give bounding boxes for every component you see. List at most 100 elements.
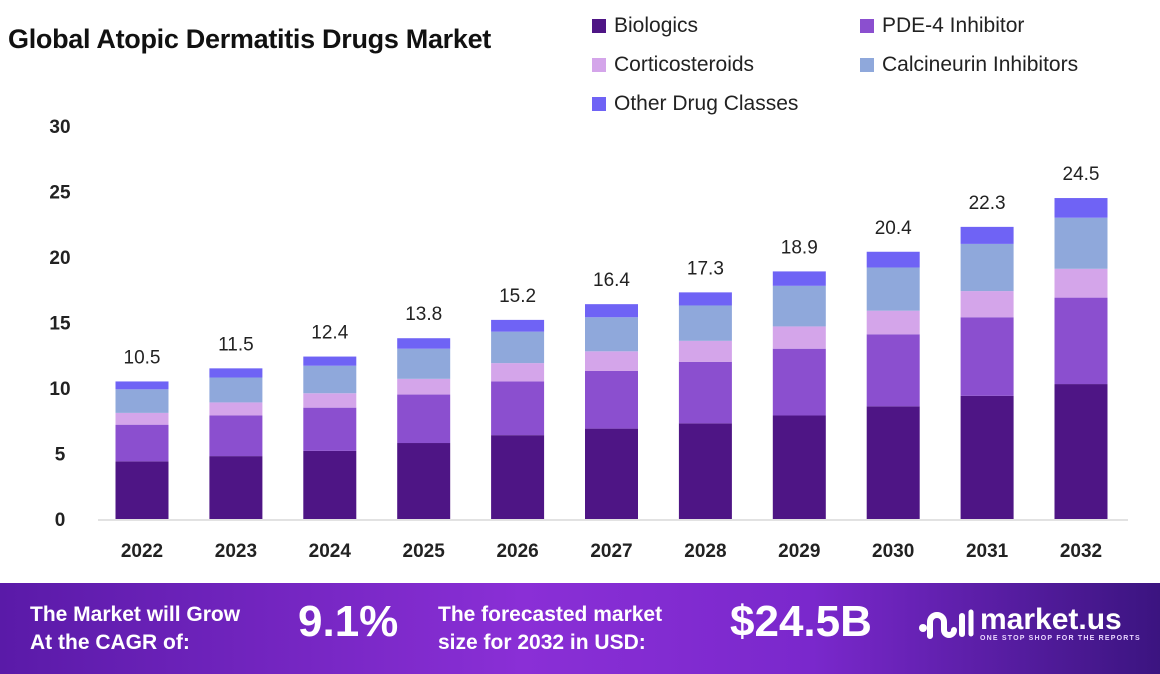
bar-segment-biologics	[866, 406, 920, 519]
bar-segment-corticosteroids	[678, 340, 732, 362]
data-label: 13.8	[405, 304, 442, 325]
data-label: 11.5	[218, 334, 254, 355]
bar-segment-pde-4-inhibitor	[1054, 297, 1108, 385]
bar-segment-calcineurin-inhibitors	[397, 348, 451, 379]
bar-segment-biologics	[303, 450, 357, 519]
forecast-label: The forecasted market size for 2032 in US…	[438, 601, 662, 657]
legend-swatch	[592, 58, 606, 72]
legend-swatch	[860, 19, 874, 33]
bar-segment-calcineurin-inhibitors	[772, 285, 826, 327]
bar-segment-other-drug-classes	[772, 271, 826, 286]
data-label: 10.5	[124, 347, 161, 368]
x-tick-label: 2027	[590, 541, 632, 562]
bar-segment-pde-4-inhibitor	[491, 381, 545, 436]
bar-segment-other-drug-classes	[866, 251, 920, 268]
data-label: 24.5	[1063, 164, 1100, 185]
x-tick-label: 2032	[1060, 541, 1102, 562]
data-label: 17.3	[687, 258, 724, 279]
forecast-label-line1: The forecasted market	[438, 603, 663, 626]
bar-segment-biologics	[209, 456, 263, 519]
bar-segment-corticosteroids	[772, 326, 826, 349]
bar-segment-calcineurin-inhibitors	[303, 365, 357, 394]
x-tick-label: 2028	[684, 541, 726, 562]
data-label: 12.4	[311, 323, 348, 344]
bar-segment-pde-4-inhibitor	[772, 348, 826, 416]
y-tick-label: 0	[55, 510, 66, 531]
bar-segment-pde-4-inhibitor	[678, 361, 732, 424]
bar-segment-biologics	[491, 435, 545, 519]
x-tick-label: 2023	[215, 541, 257, 562]
market-us-logo: market.us ONE STOP SHOP FOR THE REPORTS	[918, 605, 1141, 642]
legend-item-other: Other Drug Classes	[592, 92, 798, 116]
bar-segment-pde-4-inhibitor	[960, 317, 1014, 396]
bar-segment-other-drug-classes	[209, 368, 263, 378]
data-label: 15.2	[499, 286, 536, 307]
bar-segment-calcineurin-inhibitors	[491, 331, 545, 364]
y-tick-label: 15	[49, 314, 71, 335]
bar-segment-biologics	[772, 415, 826, 519]
bar-segment-biologics	[585, 428, 638, 519]
bar-segment-calcineurin-inhibitors	[585, 317, 638, 352]
bar-segment-other-drug-classes	[960, 226, 1014, 244]
legend-swatch	[592, 19, 606, 33]
legend-label: PDE-4 Inhibitor	[882, 14, 1025, 37]
bar-segment-calcineurin-inhibitors	[115, 389, 169, 413]
data-label: 22.3	[969, 193, 1006, 214]
bar-segment-biologics	[960, 395, 1014, 519]
y-tick-label: 25	[49, 183, 71, 204]
bar-segment-calcineurin-inhibitors	[960, 243, 1014, 292]
bar-segment-calcineurin-inhibitors	[1054, 217, 1108, 269]
x-tick-label: 2024	[309, 541, 352, 562]
bar-segment-other-drug-classes	[1054, 198, 1108, 218]
x-tick-label: 2026	[496, 541, 538, 562]
bar-segment-corticosteroids	[491, 363, 545, 382]
y-tick-label: 10	[49, 379, 70, 400]
y-tick-label: 20	[49, 248, 70, 269]
bar-segment-other-drug-classes	[397, 338, 451, 349]
cagr-value: 9.1%	[298, 597, 399, 646]
legend-item-biologics: Biologics	[592, 14, 698, 38]
bar-segment-biologics	[397, 443, 451, 519]
bar-segment-biologics	[115, 461, 169, 519]
bar-segment-corticosteroids	[1054, 268, 1108, 298]
summary-banner: The Market will Grow At the CAGR of: 9.1%…	[0, 583, 1160, 674]
y-tick-label: 5	[55, 445, 66, 466]
chart-plot: 05101520253010.5202211.5202312.4202413.8…	[49, 117, 1128, 562]
bar-segment-corticosteroids	[397, 378, 451, 395]
bar-segment-corticosteroids	[960, 291, 1014, 318]
bar-segment-corticosteroids	[115, 412, 169, 425]
bar-segment-pde-4-inhibitor	[303, 407, 357, 451]
legend-label: Calcineurin Inhibitors	[882, 53, 1079, 76]
data-label: 20.4	[875, 218, 912, 239]
x-tick-label: 2029	[778, 541, 820, 562]
x-tick-label: 2030	[872, 541, 914, 562]
chart-title: Global Atopic Dermatitis Drugs Market	[8, 24, 491, 54]
bar-segment-other-drug-classes	[585, 304, 638, 318]
bar-segment-other-drug-classes	[678, 292, 732, 306]
legend-swatch	[592, 97, 606, 111]
bar-segment-other-drug-classes	[491, 319, 545, 332]
bar-segment-calcineurin-inhibitors	[678, 305, 732, 341]
x-tick-label: 2025	[403, 541, 446, 562]
data-label: 16.4	[593, 270, 630, 291]
bar-segment-calcineurin-inhibitors	[209, 377, 263, 403]
x-tick-label: 2031	[966, 541, 1009, 562]
bar-segment-pde-4-inhibitor	[397, 394, 451, 444]
bar-segment-pde-4-inhibitor	[585, 370, 638, 429]
bar-segment-pde-4-inhibitor	[209, 415, 263, 457]
bar-segment-corticosteroids	[866, 310, 920, 335]
logo-tagline: ONE STOP SHOP FOR THE REPORTS	[980, 635, 1141, 642]
cagr-label: The Market will Grow At the CAGR of:	[30, 601, 240, 657]
bar-segment-biologics	[1054, 384, 1108, 519]
logo-mark-icon	[919, 609, 974, 639]
logo-name: market.us	[980, 603, 1122, 636]
legend-item-pde4: PDE-4 Inhibitor	[860, 14, 1024, 38]
legend-label: Corticosteroids	[614, 53, 755, 76]
bar-segment-corticosteroids	[209, 402, 263, 416]
bar-segment-corticosteroids	[585, 351, 638, 371]
bar-segment-calcineurin-inhibitors	[866, 267, 920, 311]
bar-segment-other-drug-classes	[303, 356, 357, 366]
bar-segment-other-drug-classes	[115, 381, 169, 390]
forecast-value: $24.5B	[730, 597, 872, 646]
cagr-label-line1: The Market will Grow	[30, 603, 241, 626]
